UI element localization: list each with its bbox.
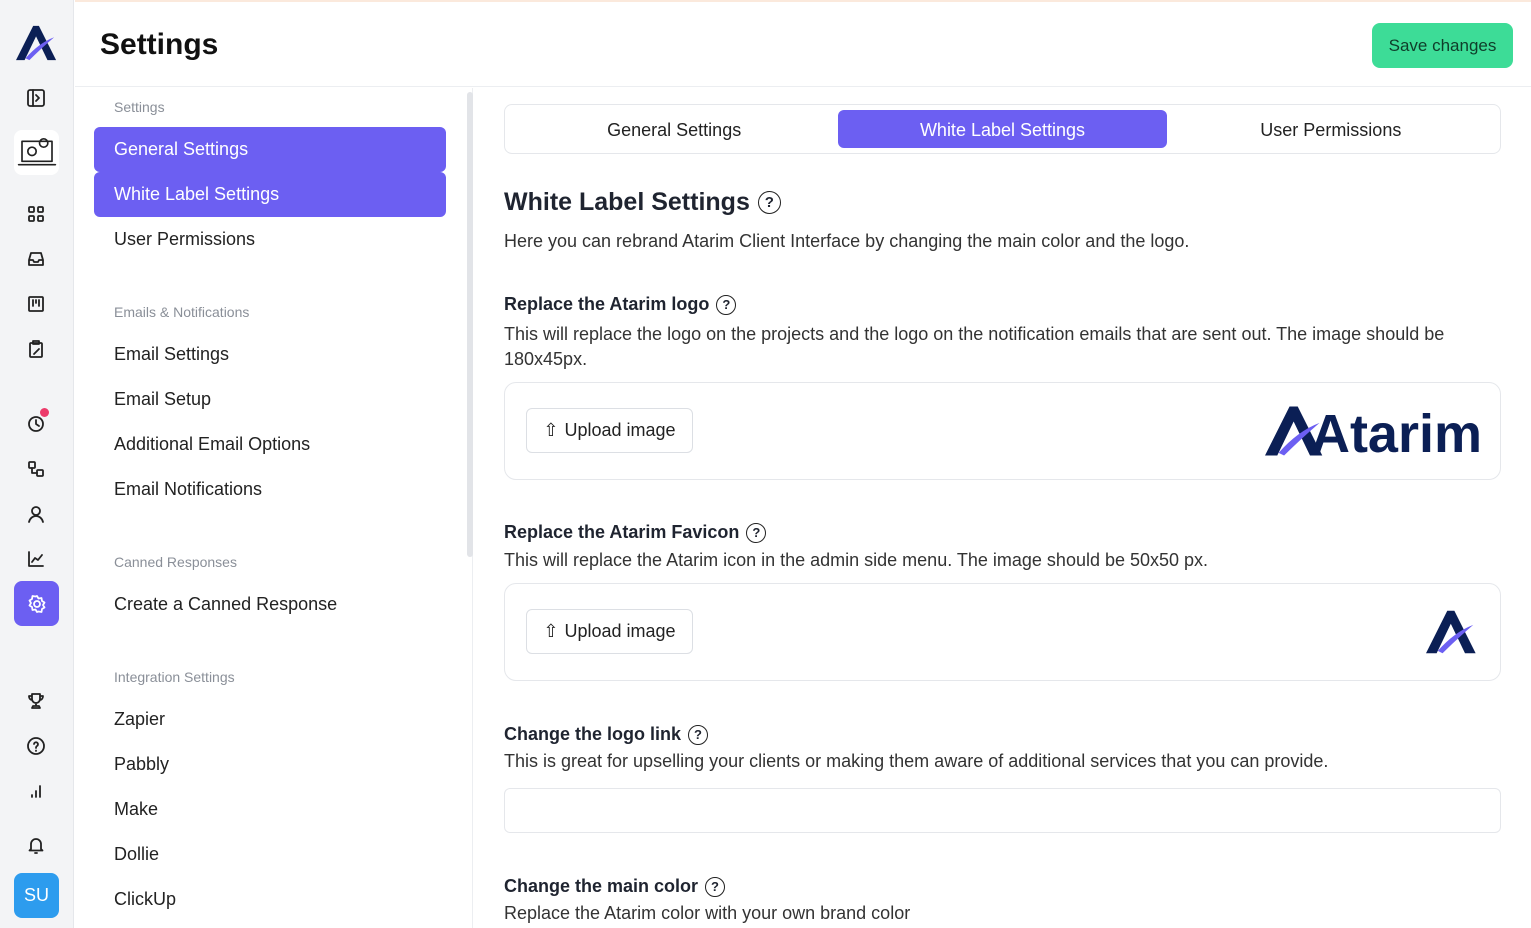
favicon-upload-box: ⇧ Upload image [504,583,1501,681]
upload-favicon-button[interactable]: ⇧ Upload image [526,609,693,654]
sidebar-item-pabbly[interactable]: Pabbly [114,754,170,774]
gear-icon[interactable] [14,581,59,626]
sidebar-item-email-setup[interactable]: Email Setup [114,389,212,409]
upload-icon: ⇧ [543,420,559,440]
chart-icon[interactable] [21,544,51,574]
sidebar-item-zapier[interactable]: Zapier [114,709,166,729]
logo-link-desc: This is great for upselling your clients… [504,751,1329,771]
settings-sidebar: Settings General Settings White Label Se… [75,88,473,928]
main-color-desc: Replace the Atarim color with your own b… [504,903,911,923]
bell-icon[interactable] [21,830,51,860]
icon-rail: SU [0,0,74,928]
user-icon[interactable] [21,499,51,529]
sidebar-item-dollie[interactable]: Dollie [114,844,160,864]
sidebar-item-general-settings[interactable]: General Settings [94,127,446,172]
workflow-icon[interactable] [21,454,51,484]
upload-logo-button[interactable]: ⇧ Upload image [526,408,693,453]
atarim-logo[interactable] [14,22,59,64]
tab-white-label-settings[interactable]: White Label Settings [838,110,1167,148]
upload-icon: ⇧ [543,621,559,641]
tab-user-permissions[interactable]: User Permissions [1260,120,1402,140]
atarim-logo-preview: Atarim [1264,403,1482,464]
sidebar-item-additional-email-options[interactable]: Additional Email Options [114,434,311,454]
help-icon[interactable]: ? [688,724,709,745]
favicon-preview [1426,610,1476,654]
logo-link-input[interactable] [504,788,1501,833]
trophy-icon[interactable] [21,686,51,716]
section-title: White Label Settings? [504,188,781,217]
main-content: General Settings White Label Settings Us… [504,104,1501,923]
help-icon[interactable] [21,731,51,761]
sidebar-item-clickup[interactable]: ClickUp [114,889,177,909]
top-bar: Settings Save changes [75,0,1531,87]
logo-desc: This will replace the logo on the projec… [504,324,1445,369]
sidebar-item-create-canned-response[interactable]: Create a Canned Response [114,594,338,614]
grid-icon[interactable] [21,199,51,229]
group-label: Settings [114,99,165,115]
main-color-heading-text: Change the main color [504,876,699,896]
sidebar-item-user-permissions[interactable]: User Permissions [114,229,256,249]
board-icon[interactable] [21,289,51,319]
help-icon[interactable]: ? [746,522,767,543]
sidebar-item-email-settings[interactable]: Email Settings [114,344,230,364]
group-label: Emails & Notifications [114,304,250,320]
inbox-icon[interactable] [21,244,51,274]
tab-bar: General Settings White Label Settings Us… [504,104,1501,154]
favicon-heading: Replace the Atarim Favicon? [504,522,767,543]
help-icon[interactable]: ? [757,191,781,214]
help-icon[interactable]: ? [716,294,737,315]
notification-dot [40,408,49,417]
logo-heading: Replace the Atarim logo? [504,294,737,315]
help-icon[interactable]: ? [705,876,726,897]
clock-icon[interactable] [21,408,51,438]
tab-general-settings[interactable]: General Settings [607,120,742,140]
clipboard-icon[interactable] [21,334,51,364]
sidebar-toggle-icon[interactable] [21,83,51,113]
group-label: Integration Settings [114,669,235,685]
section-title-text: White Label Settings [504,188,750,216]
favicon-desc: This will replace the Atarim icon in the… [504,550,1209,570]
favicon-heading-text: Replace the Atarim Favicon [504,522,740,542]
intro-text: Here you can rebrand Atarim Client Inter… [504,231,1190,251]
main-color-heading: Change the main color? [504,876,726,897]
upload-label: Upload image [564,420,676,440]
save-changes-button[interactable]: Save changes [1372,23,1513,68]
upload-label: Upload image [564,621,676,641]
sidebar-item-white-label-settings[interactable]: White Label Settings [94,172,446,217]
sidebar-scrollbar[interactable] [467,92,473,557]
logo-link-heading-text: Change the logo link [504,724,682,744]
avatar[interactable]: SU [14,873,59,918]
logo-wordmark: Atarim [1310,404,1482,464]
sidebar-item-make[interactable]: Make [114,799,159,819]
group-label: Canned Responses [114,554,237,570]
sidebar-item-email-notifications[interactable]: Email Notifications [114,479,263,499]
page-title: Settings [100,28,219,61]
settings-laptop-icon[interactable] [14,130,59,175]
logo-upload-box: ⇧ Upload image Atarim [504,382,1501,480]
signal-icon[interactable] [21,776,51,806]
logo-heading-text: Replace the Atarim logo [504,294,710,314]
logo-link-heading: Change the logo link? [504,724,709,745]
